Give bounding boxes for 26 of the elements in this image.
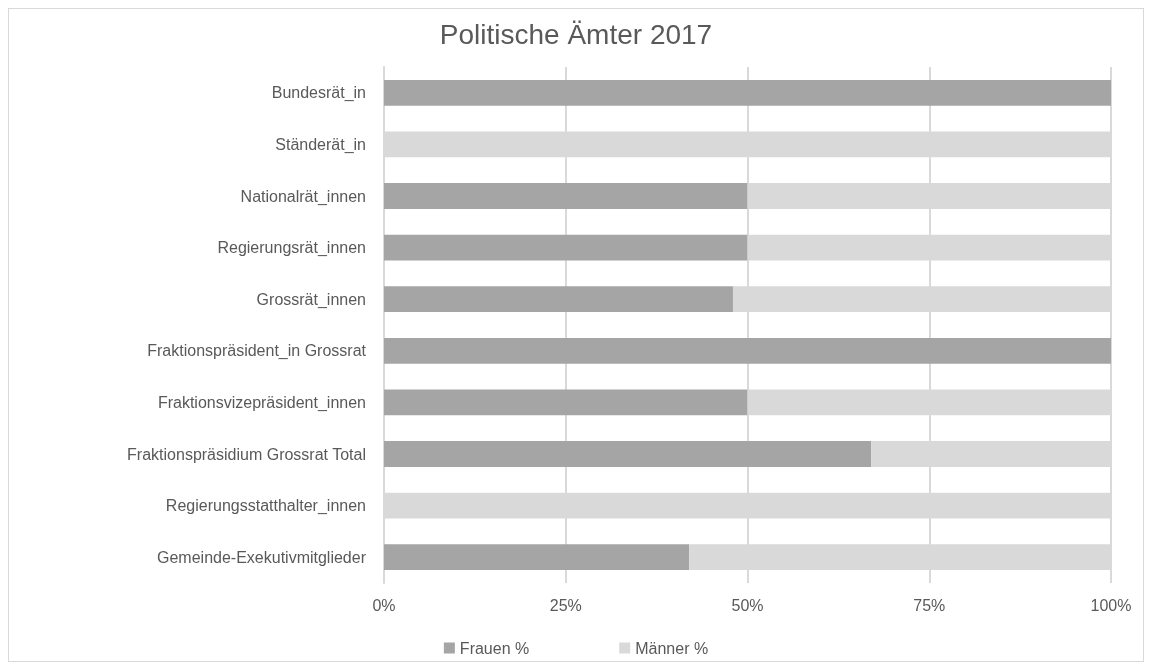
y-tick-label: Ständerät_in bbox=[275, 135, 366, 154]
x-tick-label: 100% bbox=[1090, 596, 1132, 614]
y-tick-label: Grossrät_innen bbox=[256, 290, 366, 309]
y-tick-label: Fraktionspräsidium Grossrat Total bbox=[127, 445, 366, 463]
x-tick-label: 50% bbox=[731, 596, 764, 614]
legend-label: Frauen % bbox=[459, 639, 530, 657]
bar bbox=[384, 183, 748, 209]
x-tick-label: 75% bbox=[913, 596, 946, 614]
bar bbox=[384, 286, 733, 313]
y-tick-label: Regierungsstatthalter_innen bbox=[165, 497, 366, 516]
bar bbox=[384, 389, 748, 416]
legend-label: Männer % bbox=[635, 639, 709, 657]
bar bbox=[384, 441, 872, 467]
y-tick-label: Nationalrät_innen bbox=[240, 187, 366, 206]
x-tick-label: 25% bbox=[549, 596, 582, 614]
bar bbox=[384, 79, 1111, 106]
bar bbox=[384, 337, 1111, 364]
y-tick-label: Fraktionspräsident_in Grossrat bbox=[147, 342, 367, 361]
y-tick-label: Gemeinde-Exekutivmitglieder bbox=[157, 548, 367, 566]
x-tick-label: 0% bbox=[372, 596, 396, 614]
y-tick-label: Bundesrät_in bbox=[271, 84, 366, 103]
chart-title: Politische Ämter 2017 bbox=[439, 18, 713, 50]
bar bbox=[384, 234, 748, 261]
bar bbox=[384, 544, 690, 571]
y-tick-label: Regierungsrät_innen bbox=[217, 239, 366, 258]
y-tick-label: Fraktionsvizepräsident_innen bbox=[157, 393, 366, 412]
